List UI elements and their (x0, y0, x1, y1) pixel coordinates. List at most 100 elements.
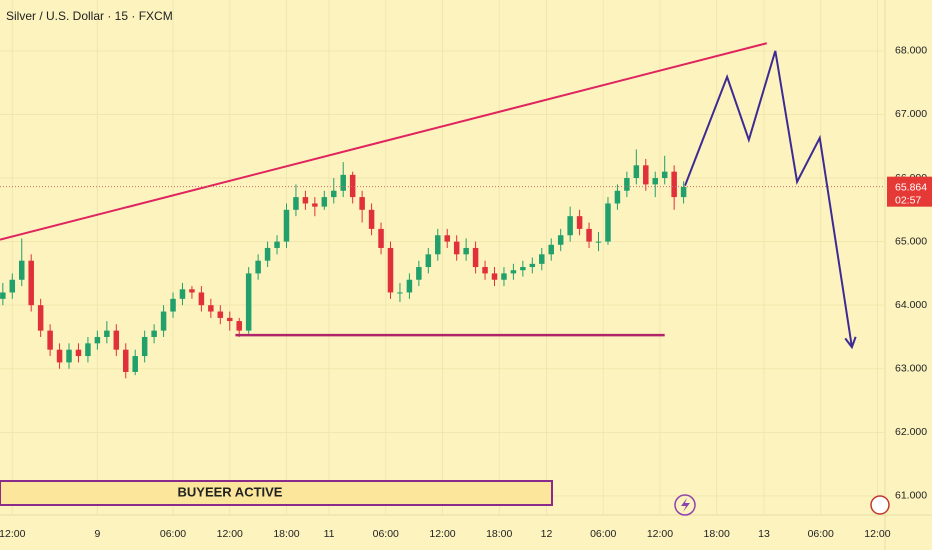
y-tick-label: 68.000 (895, 45, 927, 57)
candle-body (359, 197, 365, 210)
x-tick-label: 06:00 (808, 528, 834, 540)
y-tick-label: 62.000 (895, 426, 927, 438)
x-tick-label: 06:00 (373, 528, 399, 540)
trend-line (0, 42, 768, 241)
candle-body (321, 197, 328, 207)
candle-body (264, 247, 271, 261)
candle-body (151, 330, 157, 337)
y-tick-label: 64.000 (895, 299, 927, 311)
candle-body (47, 330, 53, 350)
candle-body (255, 260, 261, 274)
candle-body (491, 273, 498, 280)
candle-body (113, 330, 120, 350)
y-tick-label: 67.000 (895, 108, 927, 120)
x-tick-label: 12:00 (864, 528, 890, 540)
candle-body (680, 186, 687, 198)
countdown-label: 02:57 (895, 194, 921, 206)
candle-body (236, 321, 242, 331)
arrow-head (844, 336, 857, 350)
candle-body (274, 241, 280, 248)
candle-body (312, 203, 318, 207)
annotation-box (0, 480, 553, 506)
candle-body (179, 289, 186, 299)
projection-path (684, 50, 853, 348)
candle-body (406, 279, 413, 293)
candle-body (340, 174, 346, 191)
candle-body (283, 209, 290, 242)
x-tick-label: 18:00 (273, 528, 299, 540)
candle-body (586, 228, 592, 242)
x-tick-label: 11 (324, 528, 335, 540)
x-tick-label: 18:00 (486, 528, 512, 540)
candle-body (132, 356, 138, 372)
lightning-icon[interactable] (674, 494, 696, 516)
y-tick-label: 65.000 (895, 235, 927, 247)
candle-body (661, 171, 668, 179)
x-tick-label: 06:00 (590, 528, 616, 540)
candle-body (18, 260, 25, 280)
candle-body (444, 235, 450, 242)
candle-body (94, 336, 101, 344)
candle-body (453, 241, 460, 255)
x-tick-label: 18:00 (704, 528, 730, 540)
candle-body (85, 343, 91, 357)
candle-body (435, 235, 441, 255)
candle-body (9, 279, 16, 293)
candle-body (160, 311, 167, 331)
candle-body (624, 178, 630, 191)
candle-body (123, 349, 129, 372)
candle-body (472, 247, 479, 268)
candle-body (595, 241, 602, 243)
plot (0, 0, 885, 515)
candle-body (293, 197, 299, 210)
lightning-glyph (681, 498, 690, 512)
candle-body (331, 190, 337, 198)
x-tick-label: 12:00 (647, 528, 673, 540)
candle-body (141, 336, 148, 357)
candle-body (520, 267, 526, 271)
candle-body (245, 273, 252, 331)
candle-body (170, 298, 176, 312)
candle-body (198, 292, 205, 306)
candle-body (510, 270, 517, 274)
candle-body (633, 165, 640, 179)
candle-body (643, 165, 649, 185)
y-tick-label: 63.000 (895, 363, 927, 375)
last-price-box (887, 176, 932, 207)
candle-body (349, 174, 356, 198)
candle-body (567, 216, 573, 236)
candle-body (368, 209, 375, 229)
candle-body (501, 273, 507, 280)
x-tick-label: 06:00 (160, 528, 186, 540)
flag-icon[interactable] (870, 495, 890, 515)
candle-body (539, 254, 545, 264)
x-tick-label: 12:00 (217, 528, 243, 540)
candle-body (302, 197, 309, 204)
candle-body (671, 171, 677, 198)
x-tick-label: 12 (541, 528, 553, 540)
candle-body (378, 228, 384, 248)
annotation-text: BUYEER ACTIVE (178, 484, 283, 499)
x-tick-label: 12:00 (0, 528, 26, 540)
candle-body (66, 349, 72, 363)
candle-body (482, 267, 488, 274)
candle-body (56, 349, 63, 363)
y-tick-label: 61.000 (895, 490, 927, 502)
candle-body (227, 317, 233, 322)
x-tick-label: 12:00 (429, 528, 455, 540)
candle-body (548, 244, 554, 255)
candle-body (104, 330, 110, 337)
last-price-label: 65.864 (895, 181, 927, 193)
candle-body (416, 267, 422, 280)
candle-body (28, 260, 34, 306)
candle-body (529, 263, 536, 268)
candle-body (425, 254, 432, 268)
candle-body (614, 190, 621, 204)
candle-body (208, 305, 214, 312)
x-tick-label: 13 (758, 528, 770, 540)
candle-body (37, 305, 44, 331)
candle-body (463, 247, 469, 255)
candle-body (75, 349, 82, 357)
